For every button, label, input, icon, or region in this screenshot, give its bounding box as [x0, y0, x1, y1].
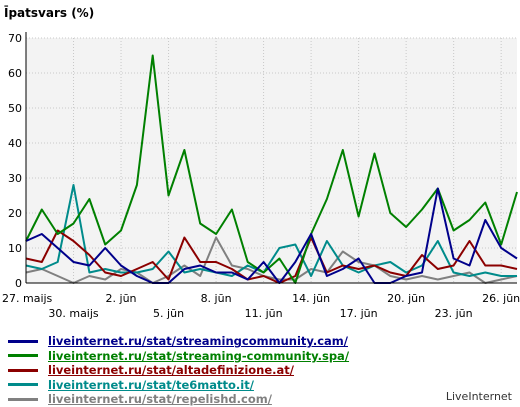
x-tick-label: 17. jūn	[340, 307, 378, 320]
plot-area	[26, 38, 517, 283]
x-tick-label: 27. maijs	[2, 292, 53, 305]
y-tick-label: 40	[8, 137, 22, 150]
series-line	[25, 54, 518, 284]
legend-swatch	[8, 383, 38, 387]
legend-item[interactable]: liveinternet.ru/stat/streaming-community…	[8, 349, 349, 364]
chart-title: Īpatsvars (%)	[4, 6, 94, 20]
series-line	[25, 236, 518, 284]
x-tick-label: 23. jūn	[435, 307, 473, 320]
y-tick-label: 10	[8, 242, 22, 255]
legend-item[interactable]: liveinternet.ru/stat/altadefinizione.at/	[8, 363, 349, 378]
legend-swatch	[8, 368, 38, 372]
brand-label[interactable]: LiveInternet	[445, 390, 512, 403]
legend-item[interactable]: liveinternet.ru/stat/repelishd.com/	[8, 392, 349, 407]
y-tick-label: 20	[8, 207, 22, 220]
series-line	[25, 184, 517, 277]
legend: liveinternet.ru/stat/streamingcommunity.…	[8, 334, 349, 407]
legend-item[interactable]: liveinternet.ru/stat/te6matto.it/	[8, 378, 349, 393]
x-tick-label: 5. jūn	[153, 307, 184, 320]
legend-swatch	[8, 397, 38, 401]
x-tick-label: 14. jūn	[292, 292, 330, 305]
legend-label[interactable]: liveinternet.ru/stat/te6matto.it/	[48, 377, 254, 392]
y-tick-label: 0	[15, 277, 22, 290]
x-tick-label: 11. jūn	[245, 307, 283, 320]
x-tick-label: 20. jūn	[387, 292, 425, 305]
series-line	[25, 187, 518, 284]
y-tick-label: 60	[8, 67, 22, 80]
x-tick-label: 2. jūn	[106, 292, 137, 305]
y-tick-label: 70	[8, 32, 22, 45]
legend-swatch	[8, 354, 38, 358]
legend-label[interactable]: liveinternet.ru/stat/streamingcommunity.…	[48, 334, 348, 349]
x-tick-label: 26. jūn	[482, 292, 520, 305]
legend-label[interactable]: liveinternet.ru/stat/altadefinizione.at/	[48, 363, 294, 378]
x-tick-label: 8. jūn	[201, 292, 232, 305]
legend-label[interactable]: liveinternet.ru/stat/repelishd.com/	[48, 392, 272, 407]
legend-label[interactable]: liveinternet.ru/stat/streaming-community…	[48, 348, 350, 363]
legend-swatch	[8, 339, 38, 343]
y-tick-label: 50	[8, 102, 22, 115]
x-tick-label: 30. maijs	[48, 307, 99, 320]
legend-item[interactable]: liveinternet.ru/stat/streamingcommunity.…	[8, 334, 349, 349]
y-tick-label: 30	[8, 172, 22, 185]
series-line	[25, 229, 518, 284]
